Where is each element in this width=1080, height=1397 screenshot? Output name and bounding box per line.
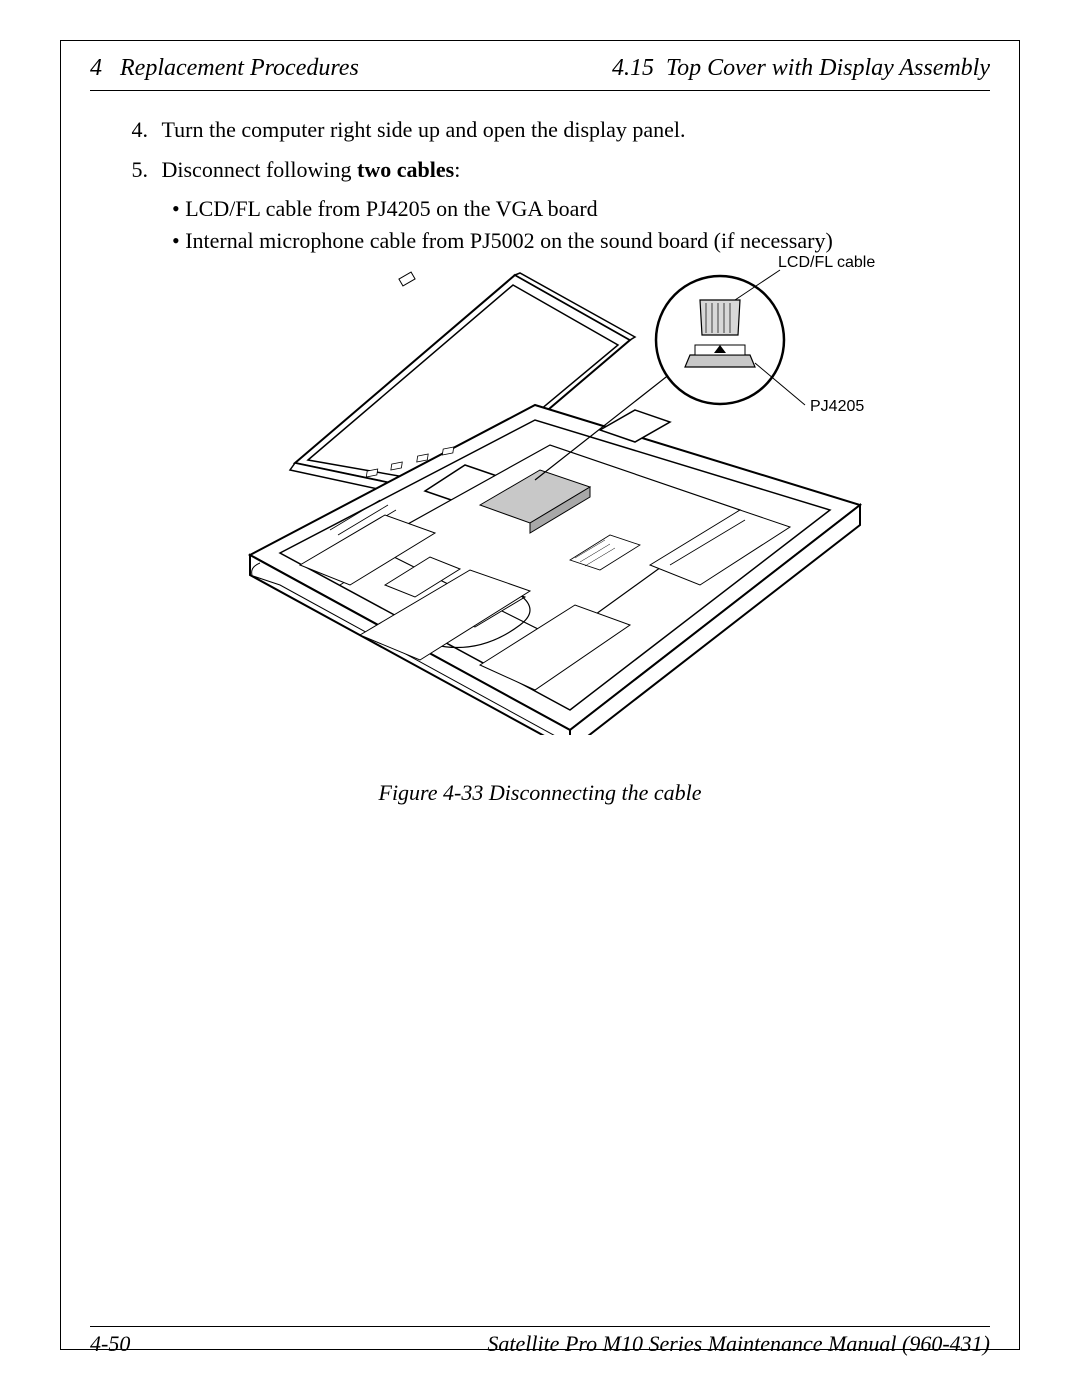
step-num: 5. bbox=[90, 155, 156, 185]
figure: LCD/FL cable PJ4205 bbox=[90, 245, 990, 755]
manual-page: 4 Replacement Procedures 4.15 Top Cover … bbox=[0, 0, 1080, 1397]
section-title: Top Cover with Display Assembly bbox=[666, 55, 990, 81]
step-num: 4. bbox=[90, 115, 156, 145]
header-left: 4 Replacement Procedures bbox=[90, 55, 359, 82]
content: 4. Turn the computer right side up and o… bbox=[90, 115, 990, 258]
step-prefix: Disconnect following bbox=[162, 157, 358, 182]
step-text: Turn the computer right side up and open… bbox=[162, 115, 982, 145]
callout-pj4205: PJ4205 bbox=[810, 398, 864, 415]
page-footer: 4-50 Satellite Pro M10 Series Maintenanc… bbox=[90, 1331, 990, 1357]
figure-caption: Figure 4-33 Disconnecting the cable bbox=[90, 780, 990, 806]
callout-lcd-fl-cable: LCD/FL cable bbox=[778, 254, 875, 271]
bullet-item: • LCD/FL cable from PJ4205 on the VGA bo… bbox=[172, 194, 990, 224]
header-rule bbox=[90, 90, 990, 91]
chapter-num: 4 bbox=[90, 55, 102, 81]
header-right: 4.15 Top Cover with Display Assembly bbox=[612, 55, 990, 82]
step-5: 5. Disconnect following two cables: bbox=[90, 155, 990, 185]
footer-page-num: 4-50 bbox=[90, 1331, 130, 1357]
bullet-text: LCD/FL cable from PJ4205 on the VGA boar… bbox=[185, 196, 597, 221]
laptop-diagram: LCD/FL cable PJ4205 bbox=[180, 245, 900, 735]
step-text: Disconnect following two cables: bbox=[162, 155, 982, 185]
section-num: 4.15 bbox=[612, 55, 654, 81]
step-4: 4. Turn the computer right side up and o… bbox=[90, 115, 990, 145]
footer-rule bbox=[90, 1326, 990, 1327]
footer-manual-title: Satellite Pro M10 Series Maintenance Man… bbox=[487, 1331, 990, 1357]
step-suffix: : bbox=[454, 157, 460, 182]
step-bold: two cables bbox=[357, 157, 454, 182]
chapter-title: Replacement Procedures bbox=[120, 55, 359, 81]
page-header: 4 Replacement Procedures 4.15 Top Cover … bbox=[90, 55, 990, 82]
